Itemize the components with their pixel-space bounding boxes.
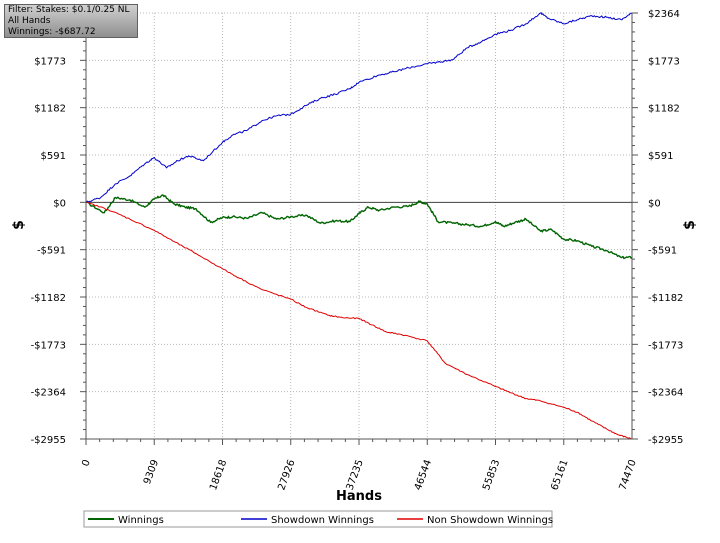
y-tick-label-right: $0 bbox=[648, 198, 661, 209]
y-tick-label-right: -$1773 bbox=[648, 340, 683, 351]
y-tick-label-right: $2364 bbox=[648, 9, 680, 20]
y-tick-label-right: -$1182 bbox=[648, 293, 683, 304]
legend-box bbox=[83, 510, 553, 528]
y-tick-label-left: -$1182 bbox=[31, 293, 66, 304]
y-tick-label-left: -$2955 bbox=[31, 435, 66, 446]
x-tick-labels: 0 9309 18618 27926 37235 46544 55853 65161 74470 bbox=[80, 458, 639, 492]
y-tick-label-right: -$2364 bbox=[648, 388, 683, 399]
y-tick-label-right: -$2955 bbox=[648, 435, 683, 446]
filter-info-box: Filter: Stakes: $0.1/0.25 NL All Hands W… bbox=[4, 4, 138, 38]
legend-label: Non Showdown Winnings bbox=[427, 515, 553, 526]
legend: Winnings Showdown Winnings Non Showdown Wi… bbox=[83, 510, 553, 528]
filter-label: Filter: Stakes: $0.1/0.25 NL bbox=[8, 5, 130, 15]
y-tick-label-right: -$591 bbox=[648, 246, 677, 257]
y-tick-label-left: -$1773 bbox=[31, 340, 66, 351]
y-tick-label-left: -$591 bbox=[37, 246, 66, 257]
hands-label: All Hands bbox=[8, 15, 51, 26]
legend-label: Showdown Winnings bbox=[271, 515, 374, 526]
x-tick-label: 9309 bbox=[142, 458, 161, 486]
y-axis-title-left: $ bbox=[11, 220, 27, 230]
grid-lines bbox=[86, 12, 632, 440]
y-tick-label-left: $0 bbox=[53, 198, 66, 209]
x-tick-label: 46544 bbox=[413, 458, 434, 492]
series-lines bbox=[85, 12, 633, 440]
y-tick-labels-right: $2364 $1773 $1182 $591 $0 -$591 -$1182 -$1773 -$… bbox=[648, 9, 683, 446]
x-tick-label: 27926 bbox=[276, 458, 297, 492]
tick-marks bbox=[80, 12, 638, 445]
y-tick-label-right: $1182 bbox=[648, 104, 680, 115]
y-tick-label-right: $1773 bbox=[648, 56, 680, 67]
y-tick-label-left: $1773 bbox=[34, 56, 66, 67]
series-line-showdown-winnings bbox=[85, 12, 633, 203]
y-tick-labels-left: $2364$1773$1182$591$0-$591-$1182-$1773-$… bbox=[31, 9, 66, 446]
winnings-label: Winnings: -$687.72 bbox=[8, 26, 96, 37]
x-axis-title: Hands bbox=[336, 489, 382, 504]
x-tick-label: 55853 bbox=[481, 458, 502, 492]
y-tick-label-left: $1182 bbox=[34, 104, 66, 115]
series-line-winnings bbox=[86, 194, 633, 260]
x-tick-label: 65161 bbox=[549, 458, 570, 492]
x-tick-label: 18618 bbox=[208, 458, 229, 492]
x-tick-label: 0 bbox=[80, 458, 93, 468]
y-axis-title-right: $ bbox=[682, 220, 698, 230]
series-line-non-showdown-winnings bbox=[85, 201, 633, 440]
legend-label: Winnings bbox=[118, 515, 164, 526]
x-tick-label: 37235 bbox=[345, 458, 366, 492]
y-tick-label-right: $591 bbox=[648, 151, 673, 162]
x-tick-label: 74470 bbox=[618, 458, 639, 492]
y-tick-label-left: $591 bbox=[41, 151, 66, 162]
y-tick-label-left: -$2364 bbox=[31, 388, 66, 399]
